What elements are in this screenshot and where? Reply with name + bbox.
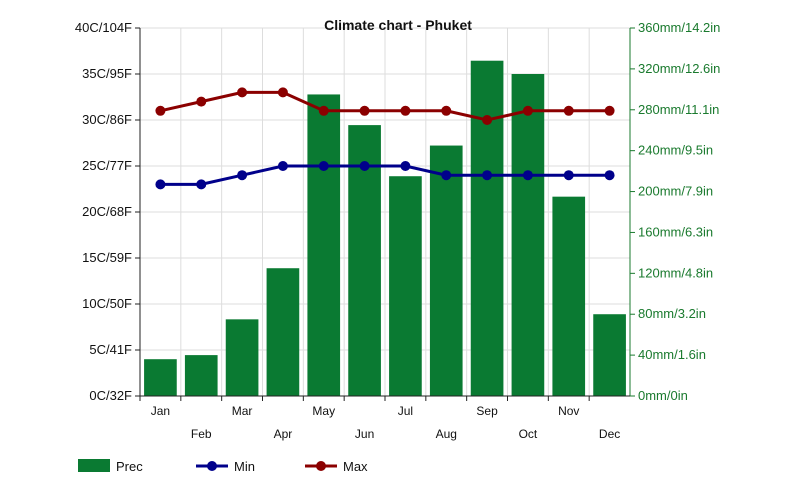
point-max-jan [155, 105, 166, 116]
point-min-oct [522, 170, 533, 181]
point-min-aug [441, 170, 452, 181]
bar-prec-oct [511, 74, 545, 396]
y-right-tick-label: 360mm/14.2in [638, 20, 720, 35]
y-left-tick-label: 20C/68F [82, 204, 132, 219]
x-tick-label-feb: Feb [191, 427, 212, 441]
x-tick-label-jul: Jul [398, 404, 413, 418]
y-right-tick-label: 160mm/6.3in [638, 224, 713, 239]
temperature-lines [155, 87, 615, 190]
legend-label-prec: Prec [116, 459, 143, 474]
y-left-tick-label: 40C/104F [75, 20, 132, 35]
legend-swatch-prec [78, 459, 110, 472]
x-tick-label-dec: Dec [599, 427, 620, 441]
y-left-tick-label: 15C/59F [82, 250, 132, 265]
bar-prec-aug [429, 145, 463, 396]
axes: 0C/32F 5C/41F 10C/50F 15C/59F 20C/68F 25C/77F… [75, 20, 720, 441]
point-max-apr [277, 87, 288, 98]
x-tick-label-may: May [312, 404, 335, 418]
point-max-nov [563, 105, 574, 116]
point-max-feb [196, 96, 207, 107]
x-tick-label-mar: Mar [232, 404, 253, 418]
y-right-tick-label: 240mm/9.5in [638, 143, 713, 158]
x-tick-label-nov: Nov [558, 404, 579, 418]
y-right-tick-label: 0mm/0in [638, 388, 688, 403]
point-min-mar [237, 170, 248, 181]
y-left-tick-label: 30C/86F [82, 112, 132, 127]
bar-prec-feb [184, 355, 218, 396]
point-min-nov [563, 170, 574, 181]
y-left-tick-label: 5C/41F [89, 342, 132, 357]
bar-prec-may [307, 94, 341, 396]
point-max-sep [482, 115, 493, 125]
bar-prec-dec [593, 314, 626, 396]
point-max-may [318, 105, 329, 116]
line-min [160, 164, 610, 186]
y-left-tick-label: 10C/50F [82, 296, 132, 311]
y-right-tick-label: 120mm/4.8in [638, 265, 713, 280]
point-min-feb [196, 179, 207, 190]
point-min-jun [359, 161, 370, 171]
point-max-mar [237, 87, 248, 98]
legend-label-max: Max [343, 459, 368, 474]
legend-marker-min [207, 461, 217, 471]
point-min-apr [277, 161, 288, 171]
point-min-sep [482, 170, 493, 181]
y-left-tick-label: 0C/32F [89, 388, 132, 403]
y-right-tick-label: 200mm/7.9in [638, 184, 713, 199]
y-right-tick-label: 80mm/3.2in [638, 306, 706, 321]
point-min-jan [155, 179, 166, 190]
point-max-aug [441, 105, 452, 116]
x-tick-label-apr: Apr [274, 427, 293, 441]
x-tick-label-aug: Aug [436, 427, 457, 441]
bar-prec-sep [470, 60, 504, 396]
bar-prec-jul [389, 176, 422, 396]
point-max-jun [359, 105, 370, 116]
point-max-dec [604, 105, 615, 116]
legend: Prec Min Max [78, 459, 368, 474]
x-tick-label-jun: Jun [355, 427, 374, 441]
x-tick-label-sep: Sep [476, 404, 498, 418]
y-right-tick-label: 320mm/12.6in [638, 61, 720, 76]
y-left-tick-label: 25C/77F [82, 158, 132, 173]
point-min-may [318, 161, 329, 171]
point-min-dec [604, 170, 615, 181]
x-tick-label-jan: Jan [151, 404, 170, 418]
point-min-jul [400, 161, 411, 171]
legend-label-min: Min [234, 459, 255, 474]
point-max-oct [522, 105, 533, 116]
bar-prec-nov [552, 196, 586, 396]
x-tick-label-oct: Oct [519, 427, 538, 441]
y-left-tick-label: 35C/95F [82, 66, 132, 81]
bar-prec-jan [144, 359, 177, 396]
bar-prec-mar [225, 319, 259, 396]
y-right-tick-label: 280mm/11.1in [638, 102, 719, 117]
chart-title: Climate chart - Phuket [324, 17, 472, 33]
legend-marker-max [316, 461, 326, 471]
y-right-tick-label: 40mm/1.6in [638, 347, 706, 362]
point-max-jul [400, 105, 411, 116]
bar-prec-apr [266, 268, 300, 396]
line-max [160, 90, 610, 122]
